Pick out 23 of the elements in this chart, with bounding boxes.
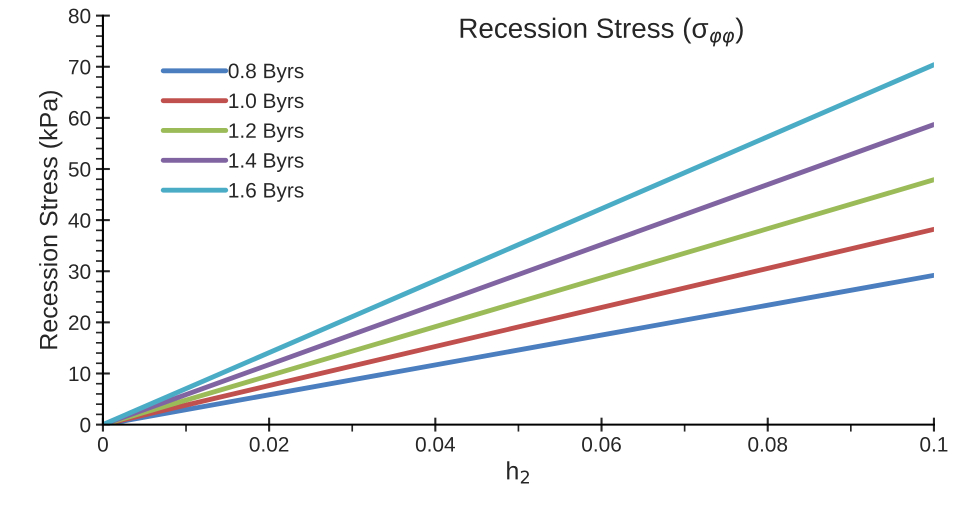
y-tick-label: 80 xyxy=(68,8,90,24)
x-tick-label: 0.02 xyxy=(250,436,288,452)
legend-label: 1.4 Byrs xyxy=(229,153,304,172)
legend-label: 1.0 Byrs xyxy=(229,93,304,112)
legend-label: 1.2 Byrs xyxy=(229,123,304,142)
y-tick-label: 70 xyxy=(69,60,90,75)
y-tick-label: 40 xyxy=(68,213,90,228)
x-tick-label: 0.08 xyxy=(748,436,788,452)
legend-label: 1.6 Byrs xyxy=(229,182,304,202)
y-tick-label: 0 xyxy=(80,418,90,432)
y-tick-label: 60 xyxy=(69,110,90,126)
x-axis-title: h$_{2}$ xyxy=(507,461,529,484)
x-tick-label: 0 xyxy=(98,436,108,452)
x-tick-label: 0.04 xyxy=(416,436,455,452)
y-tick-label: 50 xyxy=(68,162,90,177)
legend-label: 0.8 Byrs xyxy=(228,64,304,82)
chart-title: Recession Stress (σ$_{φφ}$) xyxy=(460,18,743,46)
x-tick-label: 0.06 xyxy=(582,436,621,452)
y-tick-label: 30 xyxy=(68,264,90,279)
x-tick-label: 0.1 xyxy=(920,436,948,452)
y-tick-label: 10 xyxy=(70,366,90,382)
y-tick-label: 20 xyxy=(68,315,90,330)
y-axis-title: Recession Stress (kPa) xyxy=(39,91,62,349)
